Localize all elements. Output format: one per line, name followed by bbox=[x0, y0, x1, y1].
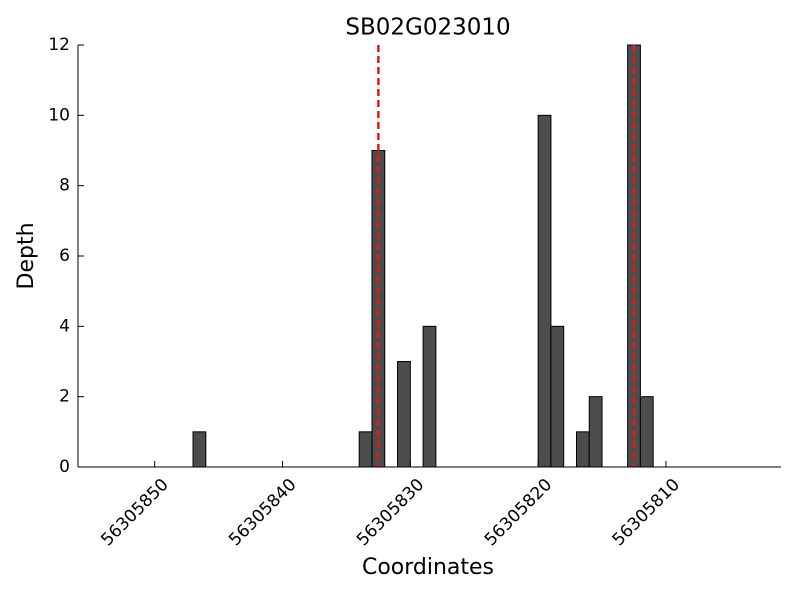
bar bbox=[537, 114, 552, 468]
y-tick-label: 12 bbox=[48, 35, 70, 55]
y-axis-label: Depth bbox=[14, 222, 39, 289]
x-tick-label: 56305840 bbox=[225, 475, 300, 550]
bar bbox=[422, 325, 437, 468]
bar bbox=[358, 431, 373, 468]
bar bbox=[192, 431, 207, 468]
y-tick-label: 0 bbox=[59, 457, 70, 477]
y-tick-label: 10 bbox=[48, 105, 70, 125]
x-tick-label: 56305820 bbox=[481, 475, 556, 550]
y-tick-label: 4 bbox=[59, 316, 70, 336]
y-tick-label: 6 bbox=[59, 246, 70, 266]
bar bbox=[575, 431, 590, 468]
bar bbox=[550, 325, 565, 468]
y-tick-label: 2 bbox=[59, 387, 70, 407]
bar bbox=[588, 396, 603, 468]
bar bbox=[397, 361, 411, 468]
chart-title: SB02G023010 bbox=[345, 15, 510, 41]
y-tick-label: 8 bbox=[59, 176, 70, 196]
x-axis-label: Coordinates bbox=[362, 555, 494, 580]
x-tick-label: 56305830 bbox=[353, 475, 428, 550]
x-tick-label: 56305850 bbox=[97, 475, 172, 550]
x-tick-label: 56305810 bbox=[609, 475, 684, 550]
bar bbox=[639, 396, 654, 468]
